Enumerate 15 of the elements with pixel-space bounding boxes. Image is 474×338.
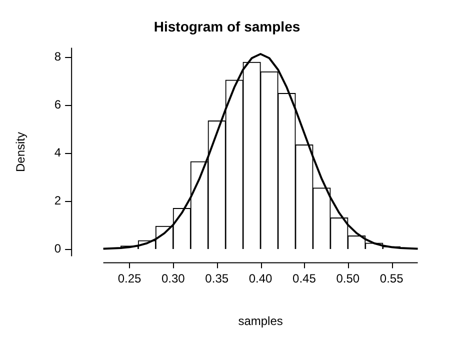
y-tick-label: 2 — [54, 193, 62, 208]
y-tick-label: 0 — [54, 241, 62, 256]
x-axis-title: samples — [238, 314, 283, 328]
x-tick-label: 0.25 — [118, 272, 142, 286]
x-tick-label: 0.30 — [161, 272, 186, 286]
y-tick-label: 6 — [54, 98, 62, 112]
x-tick-label: 0.35 — [205, 272, 229, 286]
x-tick-label: 0.55 — [380, 272, 404, 286]
chart-title: Histogram of samples — [154, 18, 300, 34]
y-axis-title: Density — [14, 132, 28, 172]
x-tick-label: 0.40 — [248, 272, 273, 286]
y-tick-label: 8 — [54, 50, 62, 64]
y-tick-label: 4 — [54, 146, 62, 160]
x-tick-label: 0.45 — [292, 272, 316, 286]
x-tick-label: 0.50 — [336, 272, 360, 286]
